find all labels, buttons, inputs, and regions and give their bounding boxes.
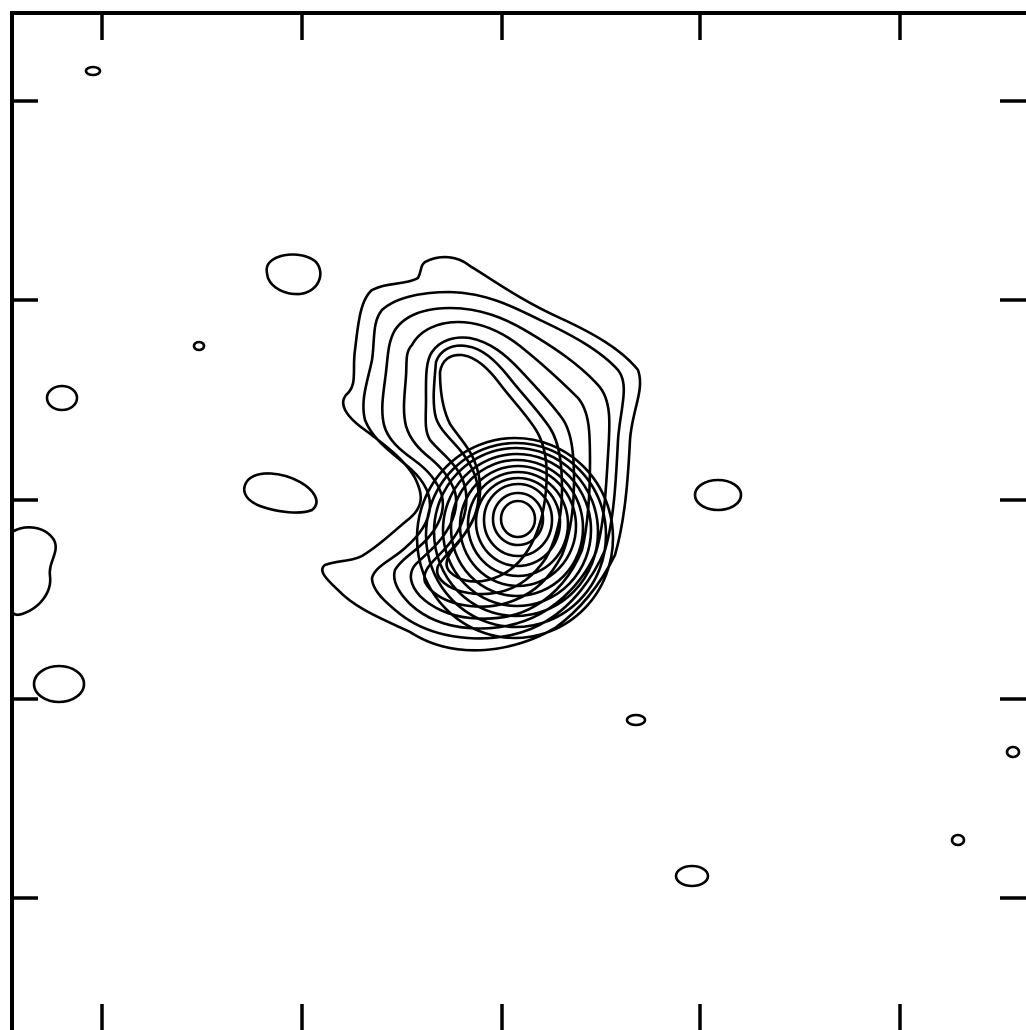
core-contour-4	[441, 452, 593, 608]
envelope-contour-6	[432, 344, 564, 596]
core-contour-7	[466, 470, 570, 578]
core-contour-1	[415, 436, 615, 640]
core-contour-9	[482, 482, 554, 558]
core-contour-3	[432, 446, 600, 618]
core-contour-6	[458, 464, 578, 588]
blob-6	[693, 478, 743, 512]
source-envelope	[320, 255, 642, 652]
envelope-contour-5	[423, 336, 576, 608]
blob-7	[10, 526, 57, 617]
core-contour-2	[424, 441, 608, 629]
core-contour-10	[491, 491, 545, 547]
blob-10	[1005, 745, 1021, 759]
right-ticks	[1000, 99, 1026, 900]
plot-frame	[10, 11, 1026, 1030]
core-contour-5	[449, 458, 585, 598]
isolated-blobs	[10, 65, 1021, 888]
blob-4	[45, 384, 79, 412]
blob-2	[265, 253, 322, 296]
blob-3	[192, 340, 206, 352]
envelope-contour-1	[320, 255, 642, 652]
blob-11	[950, 833, 966, 847]
blob-5	[243, 472, 318, 514]
blob-8	[32, 664, 86, 704]
envelope-contour-4	[402, 320, 592, 620]
core-contour-8	[474, 476, 562, 568]
envelope-contour-3	[381, 306, 611, 630]
blob-12	[674, 864, 710, 888]
blob-1	[84, 65, 102, 77]
core-contour-11	[499, 499, 537, 539]
envelope-contour-2	[362, 290, 626, 640]
left-ticks	[12, 99, 38, 900]
blob-9	[625, 713, 647, 727]
source-core	[415, 436, 615, 640]
top-ticks	[100, 13, 902, 40]
bottom-ticks	[100, 1004, 902, 1030]
